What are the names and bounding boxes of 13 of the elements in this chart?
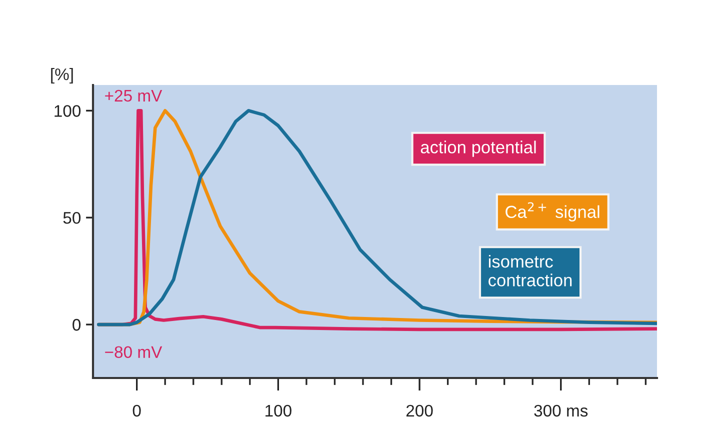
y-tick-label: 50 bbox=[63, 212, 81, 224]
y-tick-label: 0 bbox=[72, 318, 81, 331]
x-tick-label: 0 bbox=[132, 404, 141, 417]
text: action potential bbox=[420, 140, 536, 157]
annotation: −80 mV bbox=[105, 346, 162, 358]
y-axis-title: [%] bbox=[51, 68, 73, 84]
text: Ca$^{2+}$ signal bbox=[506, 202, 600, 222]
series-label: isometrc contraction bbox=[488, 254, 572, 286]
x-tick-label: 100 bbox=[266, 404, 292, 417]
y-tick-label: 100 bbox=[54, 105, 81, 117]
x-tick-label: 300 ms bbox=[534, 404, 588, 417]
annotation: +25 mV bbox=[105, 90, 162, 102]
x-tick-label: 200 bbox=[406, 404, 433, 417]
